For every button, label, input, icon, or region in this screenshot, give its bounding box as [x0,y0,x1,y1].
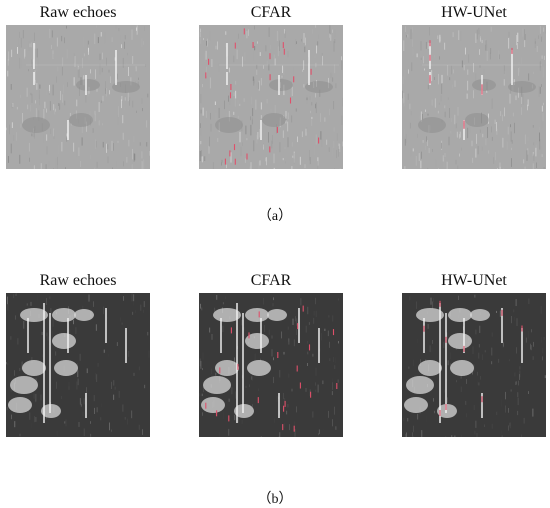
panel-title: HW-UNet [402,269,546,293]
echo-blob [245,308,269,322]
echo-blob [262,113,286,127]
row-b: Raw echoes CFAR HW-UNet （b） [0,255,550,507]
row-a: Raw echoes CFAR HW-UNet （a） [0,0,550,250]
panel-a-cfar: CFAR [199,0,343,169]
sonar-image-a-raw [6,25,150,169]
echo-blob [74,309,94,321]
echo-blob [203,376,231,394]
echo-blob [470,309,490,321]
echo-blob [448,308,472,322]
echo-blob [10,376,38,394]
echo-blob [247,360,271,376]
panel-b-cfar: CFAR [199,255,343,437]
echo-blob [8,397,32,413]
panel-a-hwunet: HW-UNet [402,0,546,169]
sonar-image-b-raw [6,293,150,437]
echo-blob [418,360,442,376]
echo-blob [448,333,472,349]
echo-blob [269,79,293,91]
echo-blob [215,117,243,133]
caption-b: （b） [0,488,550,508]
panel-title: CFAR [199,1,343,25]
echo-blob [201,397,225,413]
echo-blob [418,117,446,133]
echo-blob [22,360,46,376]
sonar-image-b-hwunet [402,293,546,437]
echo-blob [465,113,489,127]
echo-blob [54,360,78,376]
echo-blob [406,376,434,394]
sonar-image-b-cfar [199,293,343,437]
panel-a-raw: Raw echoes [6,0,150,169]
echo-blob [69,113,93,127]
panel-title: HW-UNet [402,1,546,25]
echo-blob [76,79,100,91]
panel-title: Raw echoes [6,1,150,25]
caption-a: （a） [0,205,550,225]
echo-blob [267,309,287,321]
echo-blob [450,360,474,376]
panel-b-raw: Raw echoes [6,255,150,437]
panel-title: Raw echoes [6,269,150,293]
sonar-image-a-cfar [199,25,343,169]
echo-blob [22,117,50,133]
echo-blob [472,79,496,91]
panel-title: CFAR [199,269,343,293]
echo-blob [215,360,239,376]
sonar-image-a-hwunet [402,25,546,169]
echo-blob [52,308,76,322]
echo-blob [404,397,428,413]
panel-b-hwunet: HW-UNet [402,255,546,437]
echo-blob [52,333,76,349]
